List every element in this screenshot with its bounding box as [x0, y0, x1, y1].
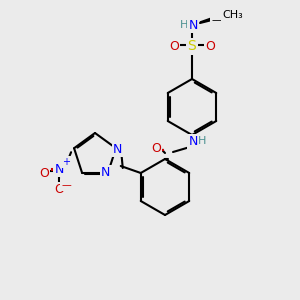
Text: O: O [205, 40, 215, 53]
Text: H: H [198, 136, 206, 146]
Text: H: H [180, 20, 188, 30]
Text: —: — [61, 180, 71, 190]
Text: CH₃: CH₃ [222, 10, 243, 20]
Text: N: N [113, 143, 123, 156]
Text: +: + [62, 157, 70, 167]
Text: N: N [54, 163, 64, 176]
Text: N: N [101, 166, 111, 179]
Text: O: O [54, 183, 64, 196]
Text: N: N [188, 135, 198, 148]
Text: N: N [188, 19, 198, 32]
Text: O: O [39, 167, 49, 180]
Text: S: S [188, 40, 196, 53]
Text: O: O [151, 142, 161, 155]
Text: —: — [211, 15, 221, 25]
Text: O: O [169, 40, 179, 53]
